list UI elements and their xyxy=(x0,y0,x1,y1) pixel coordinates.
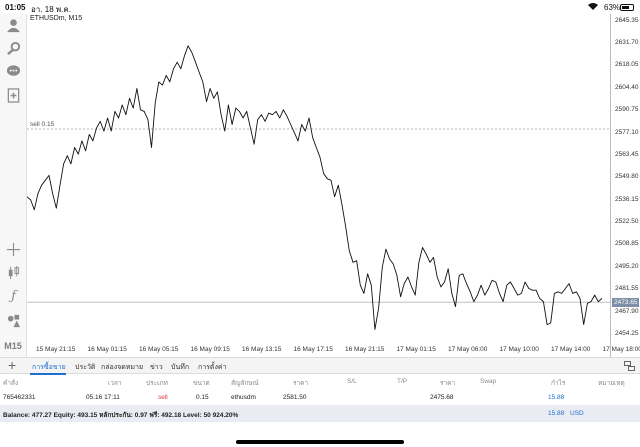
time-tick-label: 16 May 05:15 xyxy=(139,346,179,353)
order-profit: 15.88 xyxy=(548,394,565,401)
total-profit: 15.88 xyxy=(548,410,565,417)
order-type: sell xyxy=(158,394,168,401)
time-tick-label: 16 May 13:15 xyxy=(242,346,282,353)
price-chart[interactable]: ETHUSDm, M15 sell 0.15 2645.35 2631.70 261… xyxy=(27,14,640,357)
tab-mailbox[interactable]: กล่องจดหมาย xyxy=(101,364,144,371)
battery-icon xyxy=(620,4,634,11)
battery-percent: 63% xyxy=(604,3,621,12)
tab-news[interactable]: ข่าว xyxy=(150,364,163,371)
add-icon[interactable]: + xyxy=(8,357,17,373)
tab-trade[interactable]: การซื้อขาย xyxy=(32,364,66,371)
layout-icon[interactable] xyxy=(624,361,635,371)
price-tick-label: 2631.70 xyxy=(615,39,639,47)
time-tick-label: 17 May 18:00 xyxy=(602,346,640,353)
order-id: 765462331 xyxy=(3,394,36,401)
price-axis[interactable]: 2645.35 2631.70 2618.05 2604.40 2590.75 2577.… xyxy=(610,14,640,357)
price-tick-label: 2604.40 xyxy=(615,83,639,91)
col-tp: T/P xyxy=(397,378,408,385)
col-profit: กำไร xyxy=(551,380,566,387)
tab-journal[interactable]: บันทึก xyxy=(171,364,190,371)
col-swap: Swap xyxy=(480,378,497,385)
price-tick-label: 2481.55 xyxy=(615,285,639,293)
col-time: เวลา xyxy=(108,380,122,387)
time-tick-label: 16 May 21:15 xyxy=(345,346,385,353)
home-indicator xyxy=(236,440,404,444)
account-icon[interactable] xyxy=(4,16,23,35)
symbol-timeframe-label: ETHUSDm, M15 xyxy=(30,15,83,22)
candlestick-icon[interactable] xyxy=(4,263,23,282)
price-tick-label: 2577.10 xyxy=(615,128,639,136)
price-tick-label: 2454.25 xyxy=(615,330,639,337)
col-order: คำสั่ง xyxy=(3,380,19,387)
objects-icon[interactable] xyxy=(4,311,23,330)
time-tick-label: 17 May 14:00 xyxy=(551,346,591,353)
col-price: ราคา xyxy=(293,380,309,387)
status-bar: 01:05 อา. 18 พ.ค. 63% xyxy=(0,0,640,14)
price-series-line xyxy=(27,45,603,330)
chart-canvas xyxy=(27,45,610,330)
terminal-tabs: + การซื้อขาย ประวัติ กล่องจดหมาย ข่าว บั… xyxy=(0,357,640,375)
left-toolbar: ƒ M15 xyxy=(0,14,27,357)
col-current-price: ราคา xyxy=(440,380,456,387)
price-tick-label: 2495.20 xyxy=(615,262,639,270)
col-comment: หมายเหตุ xyxy=(598,380,625,387)
chat-icon[interactable] xyxy=(4,62,23,81)
active-tab-indicator xyxy=(30,373,66,375)
tab-settings[interactable]: การตั้งค่า xyxy=(198,364,227,371)
wifi-icon xyxy=(588,3,598,10)
time-tick-label: 16 May 01:15 xyxy=(87,346,127,353)
open-price: 2581.50 xyxy=(283,394,307,401)
price-tick-label: 2508.85 xyxy=(615,240,639,248)
col-symbol: สัญลักษณ์ xyxy=(231,380,259,387)
col-size: ขนาด xyxy=(193,380,210,387)
price-tick-label: 2549.80 xyxy=(615,173,639,181)
time-tick-label: 15 May 21:15 xyxy=(36,346,76,353)
col-type: ประเภท xyxy=(146,380,168,387)
status-date: อา. 18 พ.ค. xyxy=(31,5,71,14)
settings-download-icon[interactable] xyxy=(4,39,23,58)
positions-header: คำสั่ง เวลา ประเภท ขนาด สัญลักษณ์ ราคา S… xyxy=(0,375,640,389)
price-tick-label: 2467.90 xyxy=(615,307,639,315)
time-tick-label: 16 May 17:15 xyxy=(293,346,333,353)
tab-history[interactable]: ประวัติ xyxy=(75,364,96,371)
col-sl: S/L xyxy=(347,378,357,385)
price-tick-label: 2563.45 xyxy=(615,150,639,158)
time-tick-label: 16 May 09:15 xyxy=(190,346,230,353)
time-tick-label: 17 May 01:15 xyxy=(396,346,436,353)
add-document-icon[interactable] xyxy=(4,86,23,105)
current-price-tag: 2473.65 xyxy=(612,297,639,307)
price-tick-label: 2536.15 xyxy=(615,195,639,203)
current-price: 2475.68 xyxy=(430,394,454,401)
time-tick-label: 17 May 06:00 xyxy=(448,346,488,353)
time-tick-label: 17 May 10:00 xyxy=(499,346,539,353)
table-row[interactable]: 765462331 05.16 17:11 sell 0.15 ethusdm … xyxy=(0,391,640,405)
clock-time: 01:05 xyxy=(5,3,26,12)
price-tick-label: 2618.05 xyxy=(615,61,639,69)
order-time: 05.16 17:11 xyxy=(86,394,120,401)
account-summary: Balance: 477.27 Equity: 493.15 หลักประกั… xyxy=(0,405,640,422)
balance-text: Balance: 477.27 Equity: 493.15 หลักประกั… xyxy=(3,412,239,419)
order-symbol: ethusdm xyxy=(231,394,256,401)
order-size: 0.15 xyxy=(196,394,209,401)
price-tick-label: 2522.50 xyxy=(615,218,639,226)
timeframe-label[interactable]: M15 xyxy=(4,340,22,351)
account-currency: USD xyxy=(570,410,584,417)
price-tick-label: 2645.35 xyxy=(615,16,639,24)
sell-order-label: sell 0.15 xyxy=(30,120,55,128)
function-icon[interactable]: ƒ xyxy=(11,289,16,304)
crosshair-icon[interactable] xyxy=(4,240,23,259)
price-tick-label: 2590.75 xyxy=(615,106,639,114)
